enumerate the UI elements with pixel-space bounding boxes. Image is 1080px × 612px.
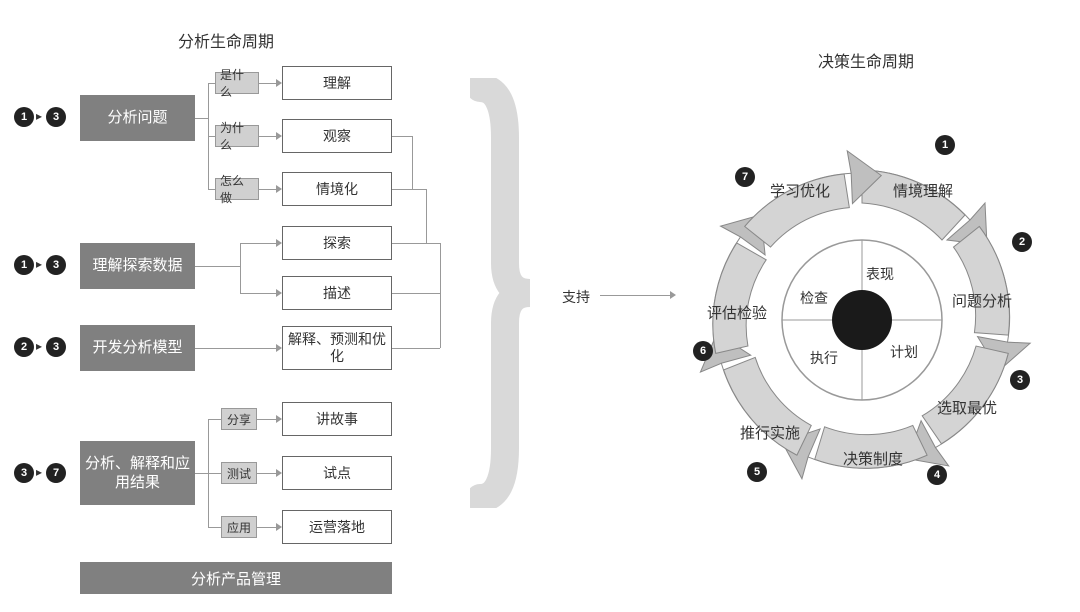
badge-p3-to: 3 (46, 337, 66, 357)
inner-2: 执行 (810, 348, 838, 368)
conn (240, 243, 241, 293)
conn (195, 473, 208, 474)
activity-2-1: 描述 (282, 276, 392, 310)
conn (257, 527, 276, 528)
conn (259, 83, 276, 84)
conn-right (392, 293, 440, 294)
activity-1-2: 情境化 (282, 172, 392, 206)
bridge-conn (600, 295, 670, 296)
activity-1-1: 观察 (282, 119, 392, 153)
phase-1-label: 分析问题 (107, 108, 167, 128)
ah (276, 344, 282, 352)
conn (208, 189, 215, 190)
phase-3-label: 开发分析模型 (92, 338, 182, 358)
right-title: 决策生命周期 (818, 48, 914, 72)
left-title: 分析生命周期 (178, 28, 274, 52)
conn (208, 419, 221, 420)
badge-p1-to: 3 (46, 107, 66, 127)
conn-right (392, 136, 412, 137)
conn (195, 118, 208, 119)
tag-1-0: 是什么 (215, 72, 259, 94)
footer-box: 分析产品管理 (80, 562, 392, 594)
activity-2-0: 探索 (282, 226, 392, 260)
cycle-badge-4: 4 (927, 465, 947, 485)
arrow-p3: ▸ (36, 339, 42, 353)
phase-2-label: 理解探索数据 (92, 256, 182, 276)
activity-4-2: 运营落地 (282, 510, 392, 544)
conn (208, 473, 221, 474)
conn (240, 243, 276, 244)
badge-p2-to: 3 (46, 255, 66, 275)
cycle-label-6: 评估检验 (707, 302, 767, 323)
arrow-p4: ▸ (36, 465, 42, 479)
conn-right (426, 189, 427, 243)
cycle-badge-5: 5 (747, 462, 767, 482)
inner-3: 检查 (800, 288, 828, 308)
tag-1-1: 为什么 (215, 125, 259, 147)
inner-0: 表现 (866, 264, 894, 284)
conn-right (392, 243, 440, 244)
bridge-label: 支持 (562, 287, 590, 307)
cycle-badge-1: 1 (935, 135, 955, 155)
activity-3-0: 解释、预测和优化 (282, 326, 392, 370)
arrow-p1: ▸ (36, 109, 42, 123)
activity-4-1: 试点 (282, 456, 392, 490)
conn (257, 419, 276, 420)
badge-p3-from: 2 (14, 337, 34, 357)
badge-p4-to: 7 (46, 463, 66, 483)
cycle-badge-7: 7 (735, 167, 755, 187)
conn (195, 266, 240, 267)
cycle-badge-2: 2 (1012, 232, 1032, 252)
ah (276, 239, 282, 247)
activity-1-0: 理解 (282, 66, 392, 100)
phase-1: 分析问题 (80, 95, 195, 141)
cycle-badge-6: 6 (693, 341, 713, 361)
ah (276, 289, 282, 297)
ah (276, 132, 282, 140)
cycle-badge-3: 3 (1010, 370, 1030, 390)
tag-4-0: 分享 (221, 408, 257, 430)
phase-3: 开发分析模型 (80, 325, 195, 371)
cycle-label-3: 选取最优 (937, 397, 997, 418)
cycle-label-1: 情境理解 (893, 180, 953, 201)
ah (276, 79, 282, 87)
ah (276, 469, 282, 477)
conn (259, 136, 276, 137)
conn-right (440, 243, 441, 348)
phase-4-label: 分析、解释和应用结果 (80, 454, 195, 493)
conn (208, 527, 221, 528)
phase-2: 理解探索数据 (80, 243, 195, 289)
bridge-ah (670, 291, 676, 299)
inner-1: 计划 (890, 342, 918, 362)
conn (208, 136, 215, 137)
arrow-p2: ▸ (36, 257, 42, 271)
conn (257, 473, 276, 474)
conn-right (392, 348, 440, 349)
phase-4: 分析、解释和应用结果 (80, 441, 195, 505)
badge-p1-from: 1 (14, 107, 34, 127)
badge-p4-from: 3 (14, 463, 34, 483)
cycle-label-5: 推行实施 (740, 422, 800, 443)
tag-4-1: 测试 (221, 462, 257, 484)
ah (276, 415, 282, 423)
cycle-label-7: 学习优化 (770, 180, 830, 201)
badge-p2-from: 1 (14, 255, 34, 275)
conn (240, 293, 276, 294)
conn (259, 189, 276, 190)
conn-right (412, 136, 413, 189)
conn (195, 348, 276, 349)
cycle-label-2: 问题分析 (952, 290, 1012, 311)
conn-right (392, 189, 426, 190)
cycle-label-4: 决策制度 (843, 448, 903, 469)
ah (276, 523, 282, 531)
tag-4-2: 应用 (221, 516, 257, 538)
activity-4-0: 讲故事 (282, 402, 392, 436)
ah (276, 185, 282, 193)
tag-1-2: 怎么做 (215, 178, 259, 200)
conn (208, 83, 215, 84)
brace-icon (470, 78, 540, 508)
